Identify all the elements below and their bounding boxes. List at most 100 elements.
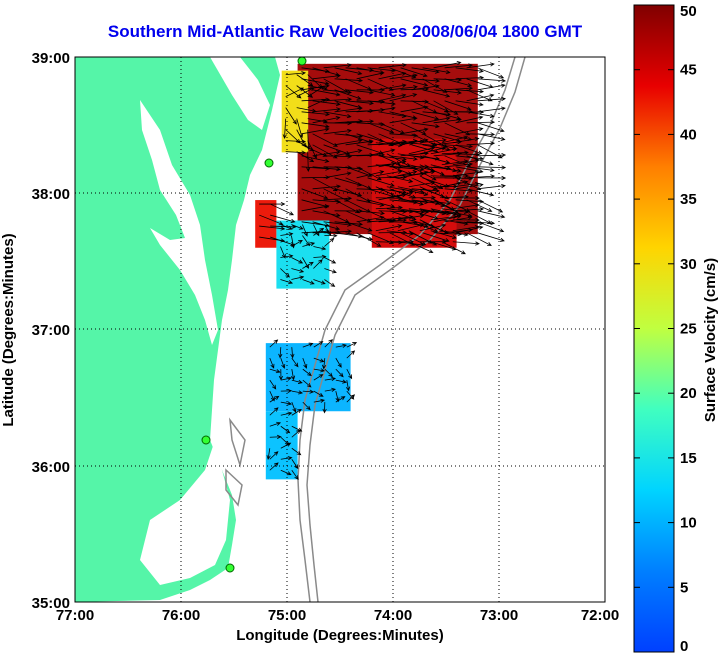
velocity-arrow [397, 223, 425, 232]
velocity-arrow [356, 170, 385, 179]
velocity-arrow [452, 158, 480, 166]
velocity-arrow [291, 390, 304, 395]
heatmap-cell [281, 70, 309, 153]
velocity-arrow [466, 141, 496, 146]
radar-site [264, 158, 274, 168]
velocity-arrow [356, 232, 382, 247]
velocity-arrow [312, 150, 341, 157]
velocity-arrow [389, 85, 418, 91]
x-tick-label: 76:00 [162, 607, 200, 624]
velocity-arrow [378, 83, 407, 91]
velocity-arrow [312, 73, 341, 80]
velocity-arrow [278, 347, 283, 359]
velocity-arrow [477, 175, 507, 181]
velocity-arrow [306, 129, 311, 151]
velocity-arrow [296, 151, 315, 163]
x-tick-label: 72:00 [581, 607, 619, 624]
velocity-arrow [291, 257, 304, 264]
velocity-arrow [291, 379, 303, 384]
velocity-arrow [302, 379, 312, 388]
plot-frame [74, 56, 606, 603]
heatmap-cell [255, 200, 277, 248]
velocity-arrow [313, 259, 323, 269]
velocity-arrow [408, 146, 436, 155]
y-tick-label: 38:00 [32, 186, 70, 203]
velocity-arrow [323, 89, 352, 95]
velocity-arrow [324, 233, 338, 238]
velocity-arrow [441, 230, 469, 237]
velocity-arrow [324, 257, 337, 264]
velocity-arrow [386, 175, 414, 183]
velocity-arrow [419, 146, 447, 155]
velocity-arrow [397, 197, 425, 206]
velocity-arrow [280, 279, 294, 285]
velocity-arrow [466, 199, 493, 212]
x-axis-title: Longitude (Degrees:Minutes) [236, 627, 444, 644]
velocity-arrow [356, 215, 385, 223]
velocity-arrow [291, 447, 302, 456]
velocity-arrow [455, 166, 484, 174]
velocity-arrow [452, 181, 480, 188]
velocity-arrow [335, 396, 346, 403]
velocity-arrow [386, 214, 414, 221]
velocity-arrow [466, 210, 492, 224]
velocity-arrow [334, 67, 363, 76]
colorbar-tick-label: 0 [680, 638, 688, 655]
velocity-arrow [346, 368, 353, 380]
velocity-arrow [444, 63, 473, 69]
velocity-arrow [422, 67, 451, 75]
velocity-arrow [269, 395, 280, 403]
velocity-arrow [346, 350, 356, 359]
velocity-arrow [280, 456, 293, 461]
velocity-arrow [313, 341, 324, 348]
map-title: Southern Mid-Atlantic Raw Velocities 200… [107, 22, 583, 41]
velocity-arrow [375, 196, 403, 201]
velocity-arrow [307, 140, 317, 159]
velocity-arrow [301, 155, 330, 163]
velocity-arrow [419, 164, 445, 176]
velocity-arrow [313, 357, 325, 363]
velocity-arrow [378, 63, 407, 69]
y-axis-title: Latitude (Degrees:Minutes) [0, 233, 17, 426]
velocity-arrow [266, 448, 271, 460]
velocity-arrow [302, 235, 311, 247]
velocity-arrow [324, 224, 332, 236]
velocity-arrow [477, 153, 507, 158]
velocity-arrow [324, 368, 333, 378]
velocity-arrow [307, 85, 325, 97]
velocity-arrow [280, 401, 293, 406]
velocity-arrow [400, 105, 429, 113]
velocity-arrow [444, 86, 474, 91]
velocity-arrow [455, 67, 484, 74]
velocity-arrow [324, 339, 333, 348]
velocity-arrow [477, 83, 506, 91]
velocity-arrow [269, 434, 282, 440]
velocity-arrow [400, 67, 428, 78]
colorbar-tick-label: 20 [680, 385, 697, 402]
velocity-arrow [269, 451, 279, 460]
velocity-arrow [324, 376, 337, 382]
velocity-arrow [375, 164, 403, 170]
delaware-bay [210, 57, 270, 130]
velocity-arrow [323, 221, 352, 227]
velocity-arrow [285, 71, 307, 76]
velocity-arrow [346, 394, 356, 403]
velocity-arrow [397, 241, 425, 247]
velocity-arrow [411, 111, 440, 121]
velocity-arrow [322, 402, 327, 414]
velocity-arrow [280, 224, 293, 230]
velocity-arrow [280, 254, 294, 259]
velocity-arrow [367, 177, 395, 187]
velocity-arrow [313, 279, 326, 285]
velocity-arrow [441, 135, 469, 144]
velocity-arrow [400, 127, 429, 135]
velocity-arrow [312, 166, 341, 172]
velocity-arrow [408, 170, 436, 177]
bathymetry-contours [225, 57, 526, 602]
velocity-arrow [269, 379, 277, 390]
velocity-arrow [285, 107, 297, 125]
velocity-arrow [408, 241, 434, 254]
velocity-arrow [269, 390, 275, 402]
velocity-arrow [444, 162, 473, 168]
